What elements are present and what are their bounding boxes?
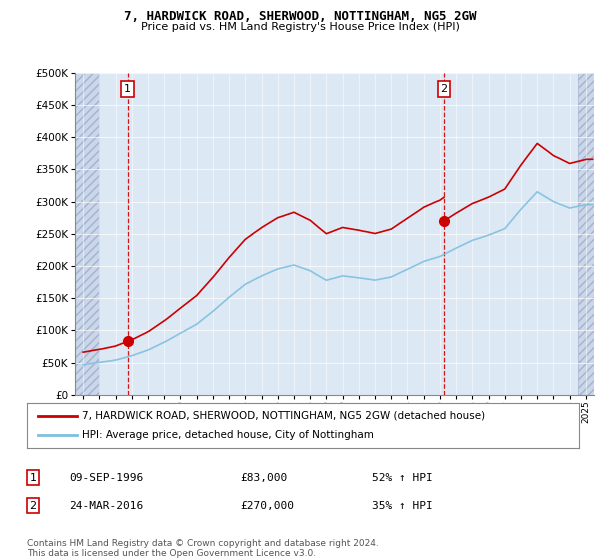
Text: 7, HARDWICK ROAD, SHERWOOD, NOTTINGHAM, NG5 2GW (detached house): 7, HARDWICK ROAD, SHERWOOD, NOTTINGHAM, … (82, 410, 485, 421)
Text: £270,000: £270,000 (240, 501, 294, 511)
Text: 09-SEP-1996: 09-SEP-1996 (69, 473, 143, 483)
Text: HPI: Average price, detached house, City of Nottingham: HPI: Average price, detached house, City… (82, 431, 374, 441)
Text: 1: 1 (124, 84, 131, 94)
Text: Price paid vs. HM Land Registry's House Price Index (HPI): Price paid vs. HM Land Registry's House … (140, 22, 460, 32)
Text: 2: 2 (440, 84, 448, 94)
Text: 35% ↑ HPI: 35% ↑ HPI (372, 501, 433, 511)
Text: 1: 1 (29, 473, 37, 483)
Text: 24-MAR-2016: 24-MAR-2016 (69, 501, 143, 511)
Text: £83,000: £83,000 (240, 473, 287, 483)
Text: 7, HARDWICK ROAD, SHERWOOD, NOTTINGHAM, NG5 2GW: 7, HARDWICK ROAD, SHERWOOD, NOTTINGHAM, … (124, 10, 476, 23)
Text: 52% ↑ HPI: 52% ↑ HPI (372, 473, 433, 483)
Text: Contains HM Land Registry data © Crown copyright and database right 2024.
This d: Contains HM Land Registry data © Crown c… (27, 539, 379, 558)
Text: 2: 2 (29, 501, 37, 511)
